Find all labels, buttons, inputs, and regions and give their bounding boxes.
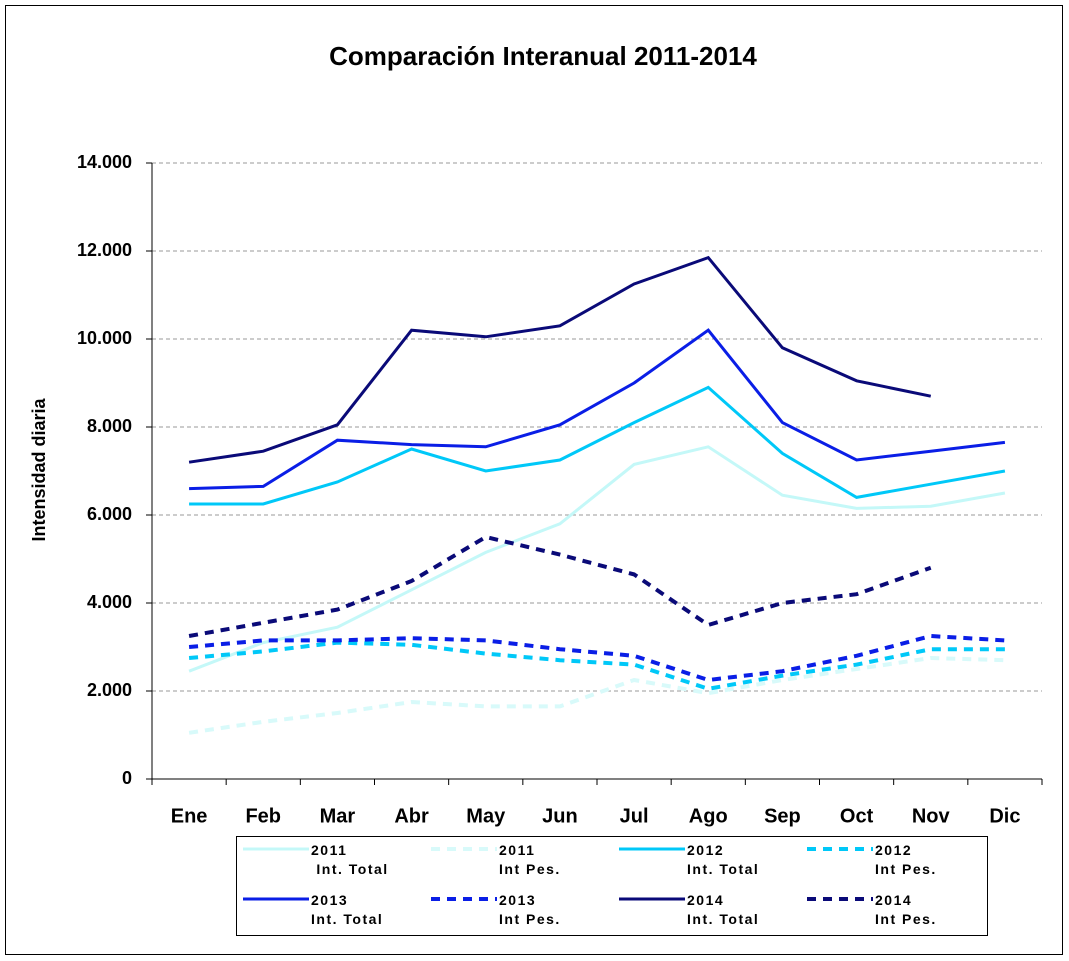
- series-line: [188, 534, 932, 638]
- legend-swatch: [619, 847, 685, 851]
- x-tick-label: Ago: [689, 805, 728, 827]
- y-tick-label: 12.000: [77, 240, 132, 260]
- y-tick-label: 6.000: [87, 504, 132, 524]
- legend-swatch: [243, 897, 309, 901]
- legend-label: 2013 Int Pes.: [499, 892, 561, 927]
- chart-title: Comparación Interanual 2011-2014: [329, 41, 757, 71]
- x-tick-label: Oct: [840, 805, 874, 827]
- legend-swatch: [431, 897, 497, 901]
- legend-swatch: [619, 897, 685, 901]
- legend-item: 2014 Int Pes.: [801, 887, 989, 927]
- legend-label: 2011 Int Pes.: [499, 842, 561, 877]
- y-tick-label: 10.000: [77, 328, 132, 348]
- series-line: [188, 255, 932, 464]
- x-tick-label: Nov: [912, 805, 951, 827]
- x-tick-label: Dic: [989, 805, 1020, 827]
- legend-swatch: [807, 847, 873, 851]
- legend-label: 2014 Int Pes.: [875, 892, 937, 927]
- series-line: [188, 633, 1006, 683]
- legend-item: 2012 Int. Total: [613, 837, 801, 877]
- x-tick-label: May: [466, 805, 506, 827]
- x-tick-label: Mar: [320, 805, 356, 827]
- legend-label: 2014 Int. Total: [687, 892, 760, 927]
- legend-label: 2013 Int. Total: [311, 892, 384, 927]
- legend-item: 2012 Int Pes.: [801, 837, 989, 877]
- legend-swatch: [431, 847, 497, 851]
- legend-item: 2013 Int Pes.: [425, 887, 613, 927]
- y-tick-label: 8.000: [87, 416, 132, 436]
- legend-item: 2014 Int. Total: [613, 887, 801, 927]
- y-tick-label: 0: [122, 768, 132, 788]
- legend-label: 2012 Int. Total: [687, 842, 760, 877]
- x-tick-label: Jul: [620, 805, 649, 827]
- y-tick-label: 4.000: [87, 592, 132, 612]
- series-line: [189, 385, 1006, 506]
- legend-label: 2012 Int Pes.: [875, 842, 937, 877]
- legend-item: 2011 Int. Total: [237, 837, 425, 877]
- legend-swatch: [807, 897, 873, 901]
- y-tick-label: 14.000: [77, 152, 132, 172]
- x-tick-label: Sep: [764, 805, 801, 827]
- series-line: [189, 328, 1006, 491]
- x-tick-label: Ene: [171, 805, 208, 827]
- series-line: [188, 445, 1006, 673]
- x-tick-label: Jun: [542, 805, 578, 827]
- y-tick-label: 2.000: [87, 680, 132, 700]
- x-tick-label: Feb: [245, 805, 281, 827]
- series-line: [188, 655, 1005, 735]
- legend-item: 2013 Int. Total: [237, 887, 425, 927]
- series-line: [188, 640, 1005, 691]
- chart-border: [5, 5, 1063, 955]
- legend-label: 2011 Int. Total: [311, 842, 389, 877]
- legend-item: 2011 Int Pes.: [425, 837, 613, 877]
- legend-swatch: [243, 847, 309, 851]
- y-axis-label: Intensidad diaria: [29, 398, 49, 542]
- legend: 2011 Int. Total 2011 Int Pes. 2012 Int. To…: [236, 836, 988, 936]
- x-tick-label: Abr: [394, 805, 429, 827]
